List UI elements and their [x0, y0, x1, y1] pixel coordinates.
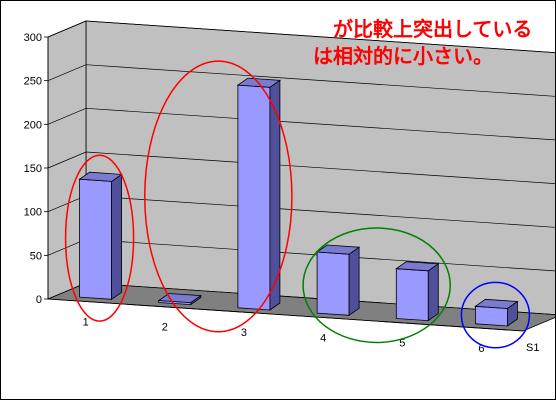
bar-series [78, 77, 519, 327]
annotation-line-2: は相対的に小さい。 [313, 44, 493, 68]
bar-side [348, 246, 360, 317]
series-label: S1 [526, 342, 539, 354]
x-axis-line [47, 298, 524, 332]
annotation-line-1: が比較上突出している [333, 17, 532, 41]
bar [474, 298, 519, 327]
bar-front [395, 268, 429, 322]
x-tick-label: 2 [162, 322, 168, 334]
bar-side [111, 173, 122, 301]
gridline [47, 64, 555, 97]
bar-side [427, 263, 439, 322]
bar-front [316, 251, 350, 316]
y-tick-label: 200 [24, 119, 42, 131]
bar-front [474, 305, 508, 327]
y-axis: 0 50 100 150 200 250 300 [24, 32, 49, 306]
x-tick-label: 6 [478, 343, 484, 355]
gridline [47, 151, 555, 184]
bar [78, 171, 123, 301]
bar [395, 261, 440, 322]
gridlines [47, 20, 555, 272]
highlight-ellipse [302, 227, 451, 344]
y-tick-label: 100 [24, 207, 42, 219]
gridline [47, 20, 555, 53]
bar [236, 77, 282, 311]
x-tick-label: 1 [83, 316, 89, 328]
bar-top [157, 293, 202, 304]
bar [157, 293, 202, 306]
highlight-ellipse [64, 154, 135, 322]
highlight-ellipses [64, 60, 531, 349]
bar-top [315, 244, 361, 255]
gridline [47, 107, 555, 141]
y-tick-label: 50 [30, 250, 42, 262]
x-tick-label: 3 [241, 327, 247, 339]
y-tick-label: 0 [36, 294, 42, 306]
x-axis: 1 2 3 4 5 6 [47, 298, 524, 355]
y-tick-label: 150 [24, 163, 42, 175]
bar [315, 244, 361, 317]
bar-front [79, 178, 112, 300]
bar-top [474, 298, 519, 309]
y-tick-label: 250 [24, 76, 42, 88]
x-tick-label: 5 [399, 338, 405, 350]
x-tick-label: 4 [320, 332, 326, 344]
y-tick-label: 300 [24, 32, 42, 44]
bar-front [237, 84, 271, 311]
bar-top [395, 261, 440, 272]
highlight-ellipse [460, 281, 531, 349]
highlight-ellipse [144, 60, 293, 333]
